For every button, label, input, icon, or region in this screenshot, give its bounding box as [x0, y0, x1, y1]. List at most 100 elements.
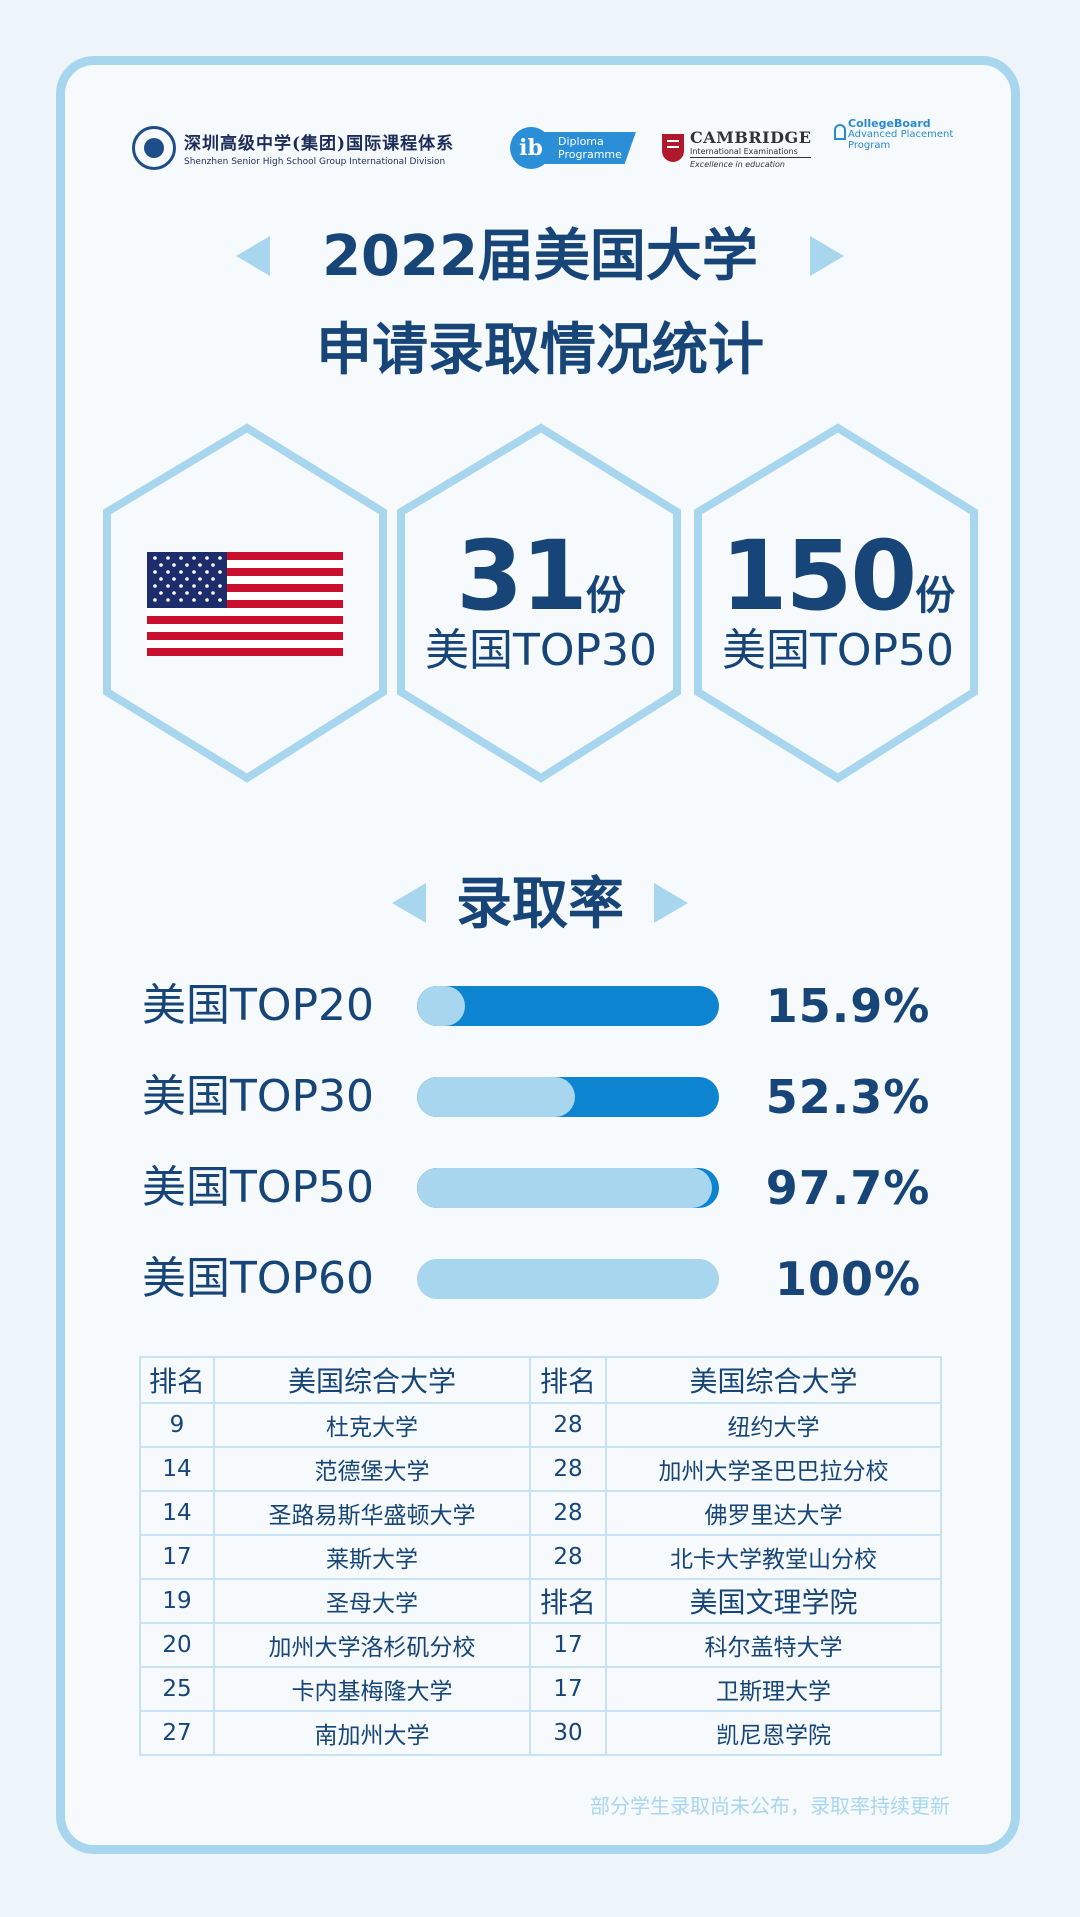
- hexagon-frame-top50: [694, 423, 978, 783]
- top50-count: 150份: [703, 528, 973, 624]
- table-cell: 28: [529, 1534, 607, 1580]
- table-cell: 南加州大学: [213, 1710, 531, 1756]
- school-seal-icon: [132, 126, 176, 170]
- table-cell: 佛罗里达大学: [605, 1490, 942, 1536]
- rate-value-top30: 52.3%: [765, 1070, 931, 1124]
- table-cell: 科尔盖特大学: [605, 1622, 942, 1668]
- cambridge-shield-icon: [662, 134, 684, 162]
- table-header-row: 排名 美国综合大学 排名 美国综合大学: [139, 1356, 942, 1404]
- rate-right-arrow-icon: [654, 883, 688, 923]
- rate-bar-fill: [417, 1168, 712, 1208]
- subheader-liberal-arts: 美国文理学院: [605, 1578, 942, 1624]
- collegeboard-mark-icon: [834, 124, 846, 140]
- subheader-rank: 排名: [529, 1578, 607, 1624]
- rate-bar-top30: [417, 1077, 719, 1117]
- school-name-cn: 深圳高级中学(集团)国际课程体系: [184, 134, 455, 154]
- table-row: 19 圣母大学 排名 美国文理学院: [139, 1578, 942, 1624]
- rate-label-top60: 美国TOP60: [142, 1253, 375, 1304]
- table-cell: 纽约大学: [605, 1402, 942, 1448]
- admission-rate-title: 录取率: [456, 872, 624, 937]
- top50-label: 美国TOP50: [721, 625, 955, 676]
- collegeboard-line3: Program: [848, 140, 891, 151]
- page-title-line2: 申请录取情况统计: [316, 318, 764, 383]
- ib-mark-icon: ib: [510, 127, 552, 169]
- ib-line1: Diploma: [558, 135, 604, 148]
- footnote: 部分学生录取尚未公布，录取率持续更新: [590, 1794, 950, 1818]
- shenzhen-school-logo: 深圳高级中学(集团)国际课程体系 Shenzhen Senior High Sc…: [132, 118, 454, 178]
- header-university: 美国综合大学: [213, 1356, 531, 1404]
- usa-flag-icon: [147, 552, 343, 656]
- table-cell: 9: [139, 1402, 215, 1448]
- table-cell: 19: [139, 1578, 215, 1624]
- table-cell: 卫斯理大学: [605, 1666, 942, 1712]
- rate-bar-fill: [417, 1259, 719, 1299]
- table-cell: 圣路易斯华盛顿大学: [213, 1490, 531, 1536]
- logo-row: 深圳高级中学(集团)国际课程体系 Shenzhen Senior High Sc…: [132, 118, 962, 178]
- rate-bar-top50: [417, 1168, 719, 1208]
- table-cell: 17: [529, 1622, 607, 1668]
- table-cell: 28: [529, 1490, 607, 1536]
- table-cell: 范德堡大学: [213, 1446, 531, 1492]
- title-left-arrow-icon: [236, 236, 270, 276]
- table-cell: 卡内基梅隆大学: [213, 1666, 531, 1712]
- table-cell: 28: [529, 1446, 607, 1492]
- top30-count: 31份: [406, 528, 676, 624]
- cambridge-line1: CAMBRIDGE: [690, 127, 812, 147]
- collegeboard-line2: Advanced Placement: [848, 129, 954, 140]
- rate-left-arrow-icon: [392, 883, 426, 923]
- rate-bar-top60: [417, 1259, 719, 1299]
- table-cell: 杜克大学: [213, 1402, 531, 1448]
- school-name-en: Shenzhen Senior High School Group Intern…: [184, 157, 446, 167]
- top30-number: 31: [456, 520, 588, 632]
- header-rank: 排名: [139, 1356, 215, 1404]
- cambridge-line3: Excellence in education: [690, 159, 785, 169]
- table-cell: 加州大学洛杉矶分校: [213, 1622, 531, 1668]
- rate-bar-top20: [417, 986, 719, 1026]
- collegeboard-logo: CollegeBoard Advanced Placement Program: [834, 118, 953, 178]
- table-cell: 25: [139, 1666, 215, 1712]
- table-row: 14 圣路易斯华盛顿大学 28 佛罗里达大学: [139, 1490, 942, 1536]
- hexagon-frame-top30: [397, 423, 681, 783]
- table-cell: 14: [139, 1490, 215, 1536]
- rate-value-top60: 100%: [774, 1252, 922, 1306]
- table-cell: 北卡大学教堂山分校: [605, 1534, 942, 1580]
- table-cell: 14: [139, 1446, 215, 1492]
- ib-logo: ib Diploma Programme: [510, 118, 636, 178]
- top50-number: 150: [720, 520, 917, 632]
- table-cell: 20: [139, 1622, 215, 1668]
- top30-unit: 份: [585, 573, 626, 619]
- table-row: 20 加州大学洛杉矶分校 17 科尔盖特大学: [139, 1622, 942, 1668]
- title-right-arrow-icon: [810, 236, 844, 276]
- table-cell: 28: [529, 1402, 607, 1448]
- rate-label-top20: 美国TOP20: [142, 980, 375, 1031]
- cambridge-line2: International Examinations: [690, 147, 812, 158]
- collegeboard-line1: CollegeBoard: [848, 117, 931, 130]
- table-cell: 加州大学圣巴巴拉分校: [605, 1446, 942, 1492]
- table-row: 14 范德堡大学 28 加州大学圣巴巴拉分校: [139, 1446, 942, 1492]
- rate-label-top50: 美国TOP50: [142, 1162, 375, 1213]
- ib-line2: Programme: [558, 148, 622, 161]
- table-row: 17 莱斯大学 28 北卡大学教堂山分校: [139, 1534, 942, 1580]
- hexagon-frame-flag: [103, 423, 387, 783]
- rate-value-top50: 97.7%: [765, 1161, 931, 1215]
- table-row: 25 卡内基梅隆大学 17 卫斯理大学: [139, 1666, 942, 1712]
- page-title-line1: 2022届美国大学: [322, 224, 758, 289]
- table-cell: 圣母大学: [213, 1578, 531, 1624]
- rate-bar-fill: [417, 986, 465, 1026]
- table-cell: 17: [139, 1534, 215, 1580]
- table-row: 27 南加州大学 30 凯尼恩学院: [139, 1710, 942, 1756]
- hexagon-frames: [103, 423, 978, 783]
- university-ranking-table: 排名 美国综合大学 排名 美国综合大学 9 杜克大学 28 纽约大学 14 范德堡大学 2…: [139, 1356, 942, 1756]
- top30-label: 美国TOP30: [424, 625, 658, 676]
- rate-value-top20: 15.9%: [765, 979, 931, 1033]
- header-university: 美国综合大学: [605, 1356, 942, 1404]
- header-rank: 排名: [529, 1356, 607, 1404]
- table-cell: 凯尼恩学院: [605, 1710, 942, 1756]
- table-cell: 莱斯大学: [213, 1534, 531, 1580]
- rate-label-top30: 美国TOP30: [142, 1071, 375, 1122]
- table-cell: 27: [139, 1710, 215, 1756]
- cambridge-logo: CAMBRIDGE International Examinations Exc…: [662, 118, 812, 178]
- top50-unit: 份: [915, 573, 956, 619]
- rate-bar-fill: [417, 1077, 575, 1117]
- table-cell: 30: [529, 1710, 607, 1756]
